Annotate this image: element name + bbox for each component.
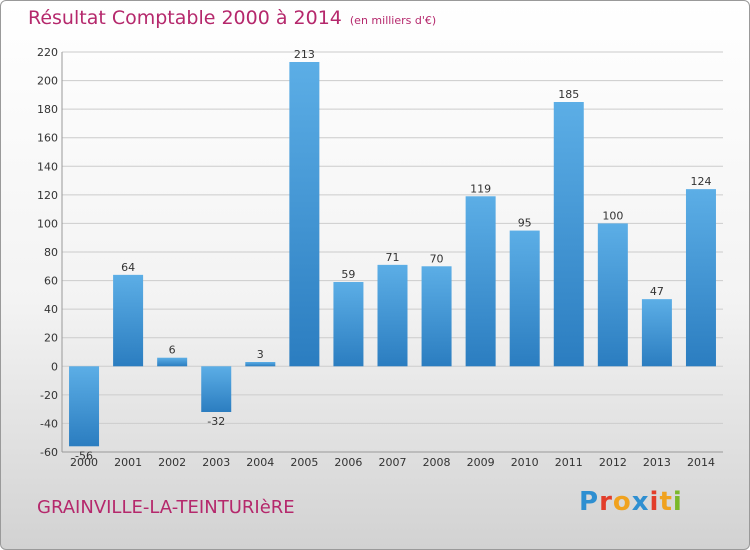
x-tick-label: 2001 — [114, 456, 142, 469]
data-label: 119 — [470, 182, 491, 195]
y-tick-label: -20 — [40, 389, 58, 402]
bar — [201, 366, 232, 412]
x-tick-label: 2002 — [158, 456, 186, 469]
bar — [597, 223, 628, 367]
x-tick-label: 2005 — [290, 456, 318, 469]
y-tick-label: 140 — [37, 160, 58, 173]
logo-letter: i — [672, 487, 683, 517]
bar — [113, 274, 144, 367]
bar — [69, 366, 100, 447]
logo-letter: t — [659, 487, 673, 517]
x-tick-label: 2009 — [467, 456, 495, 469]
x-tick-label: 2014 — [687, 456, 715, 469]
x-tick-label: 2007 — [379, 456, 407, 469]
x-tick-label: 2006 — [334, 456, 362, 469]
x-tick-label: 2000 — [70, 456, 98, 469]
data-label: 64 — [121, 261, 135, 274]
data-label: 95 — [518, 217, 532, 230]
commune-name: GRAINVILLE-LA-TEINTURIèRE — [37, 497, 295, 518]
logo-letter: P — [579, 487, 600, 517]
bar — [333, 282, 364, 367]
bar — [641, 299, 672, 367]
x-tick-label: 2012 — [599, 456, 627, 469]
y-tick-label: -40 — [40, 417, 58, 430]
x-tick-label: 2008 — [423, 456, 451, 469]
data-label: 100 — [602, 209, 623, 222]
data-label: -32 — [207, 415, 225, 428]
bar — [553, 102, 584, 367]
y-tick-label: 220 — [37, 46, 58, 59]
bar — [465, 196, 496, 367]
bar — [685, 189, 716, 367]
proxiti-logo: Proxiti — [579, 487, 683, 517]
bar — [289, 62, 320, 367]
y-tick-label: 160 — [37, 132, 58, 145]
y-tick-label: 60 — [44, 275, 58, 288]
logo-letter: x — [631, 487, 650, 517]
bar — [421, 266, 452, 367]
logo-letter: r — [599, 487, 613, 517]
data-label: 71 — [386, 251, 400, 264]
x-tick-label: 2013 — [643, 456, 671, 469]
y-tick-label: 100 — [37, 217, 58, 230]
bar — [377, 264, 408, 367]
y-tick-label: 20 — [44, 332, 58, 345]
y-tick-label: 0 — [51, 360, 58, 373]
x-tick-label: 2004 — [246, 456, 274, 469]
data-label: 59 — [341, 268, 355, 281]
data-label: 3 — [257, 348, 264, 361]
y-tick-label: -60 — [40, 446, 58, 459]
data-label: 213 — [294, 48, 315, 61]
chart-title: Résultat Comptable 2000 à 2014 (en millie… — [28, 7, 436, 29]
chart-title-text: Résultat Comptable 2000 à 2014 — [28, 7, 342, 29]
x-tick-label: 2003 — [202, 456, 230, 469]
y-tick-label: 180 — [37, 103, 58, 116]
data-label: 6 — [169, 344, 176, 357]
logo-letter: o — [612, 487, 632, 517]
chart-unit: (en milliers d'€) — [349, 14, 437, 27]
y-tick-label: 40 — [44, 303, 58, 316]
y-tick-label: 80 — [44, 246, 58, 259]
data-label: -56 — [75, 449, 93, 462]
logo-letter: i — [649, 487, 660, 517]
x-tick-label: 2010 — [511, 456, 539, 469]
data-label: 124 — [690, 175, 711, 188]
bar — [245, 362, 276, 367]
y-tick-label: 120 — [37, 189, 58, 202]
bar — [509, 230, 540, 367]
data-label: 70 — [430, 252, 444, 265]
data-label: 47 — [650, 285, 664, 298]
x-tick-label: 2011 — [555, 456, 583, 469]
y-tick-label: 200 — [37, 75, 58, 88]
data-label: 185 — [558, 88, 579, 101]
bar — [157, 357, 188, 367]
